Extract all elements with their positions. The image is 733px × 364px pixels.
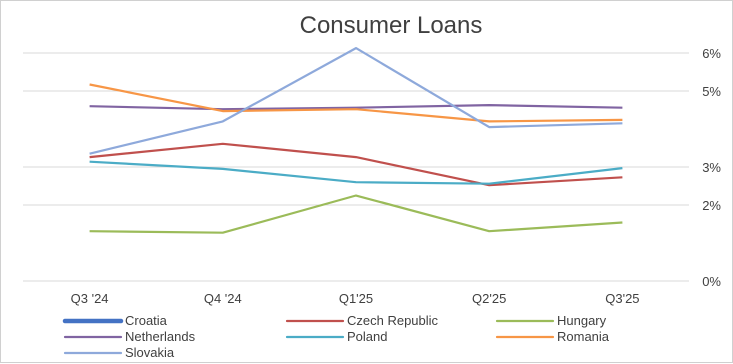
legend-item: Hungary [495,313,607,328]
legend-label: Slovakia [125,345,175,360]
y-tick-label: 0% [702,274,721,289]
series-line-5 [89,83,623,123]
x-tick-label: Q2'25 [472,291,506,306]
series-lines [89,46,623,234]
legend: Croatia Czech Republic Hungary Netherlands P… [62,313,610,360]
x-axis-ticks: Q3 '24 Q4 '24 Q1'25 Q2'25 Q3'25 [71,291,640,306]
gridlines [23,52,689,282]
legend-item: Netherlands [63,329,196,344]
legend-label: Hungary [557,313,607,328]
x-tick-label: Q3 '24 [71,291,109,306]
series-line-2 [89,194,623,234]
legend-item: Romania [495,329,610,344]
series-line-4 [89,160,623,185]
legend-label: Poland [347,329,387,344]
legend-label: Croatia [125,313,168,328]
y-tick-label: 6% [702,46,721,61]
x-tick-label: Q1'25 [339,291,373,306]
x-tick-label: Q3'25 [605,291,639,306]
legend-item: Poland [285,329,387,344]
legend-item: Croatia [62,313,168,328]
legend-label: Netherlands [125,329,196,344]
y-tick-label: 5% [702,84,721,99]
y-tick-label: 2% [702,198,721,213]
series-line-6 [89,46,623,155]
legend-item: Slovakia [63,345,175,360]
series-line-1 [89,142,623,187]
y-tick-label: 3% [702,160,721,175]
legend-item: Czech Republic [285,313,439,328]
legend-label: Romania [557,329,610,344]
x-tick-label: Q4 '24 [204,291,242,306]
y-axis-ticks: 0% 2% 3% 5% 6% [702,46,721,289]
chart-title: Consumer Loans [300,12,483,39]
legend-label: Czech Republic [347,313,439,328]
series-line-3 [89,103,623,111]
